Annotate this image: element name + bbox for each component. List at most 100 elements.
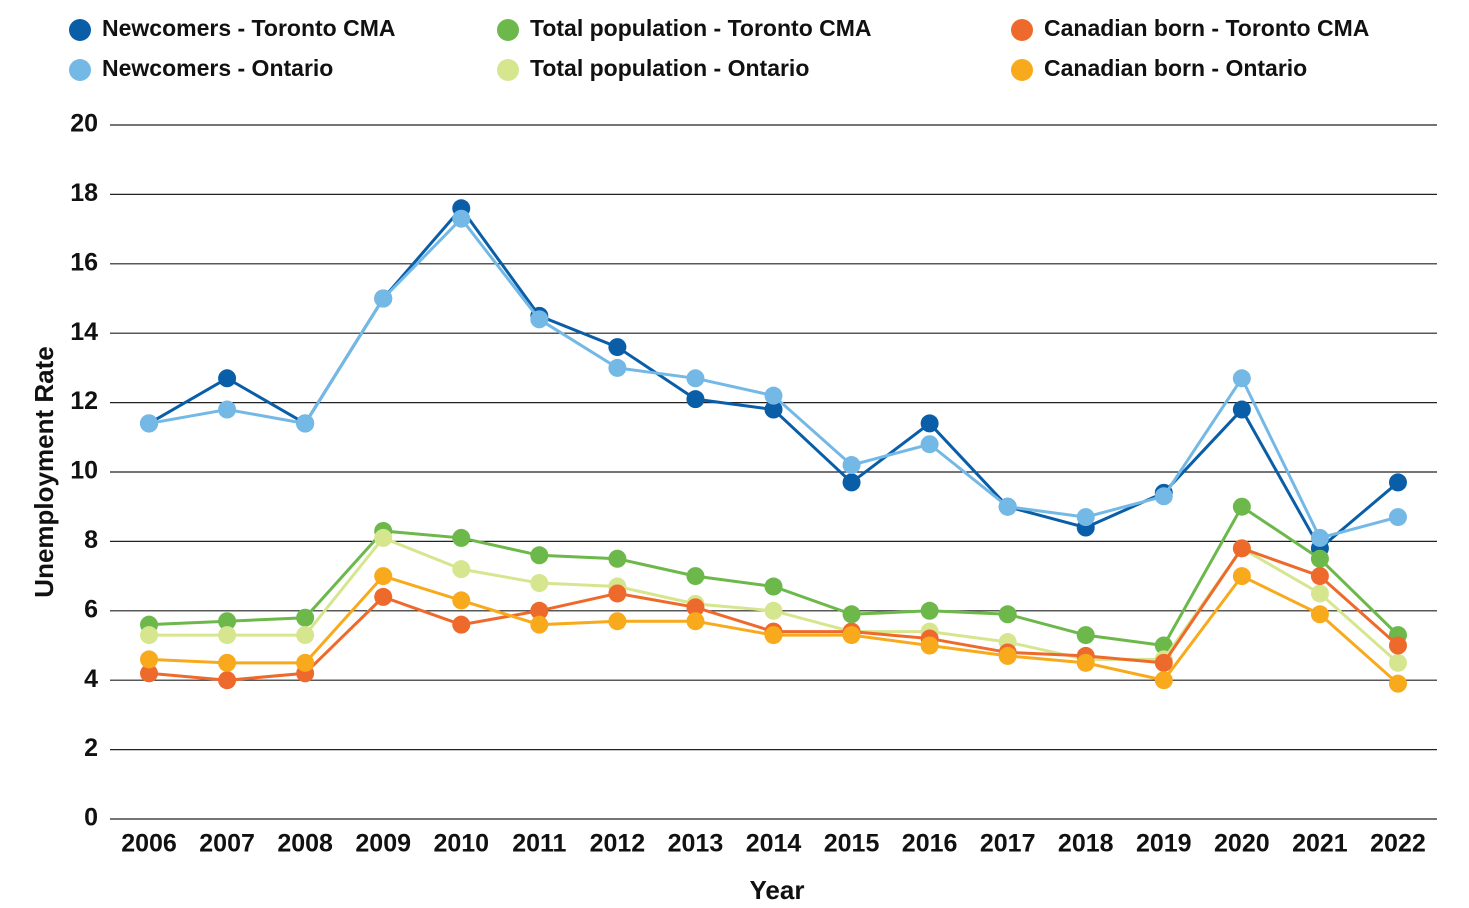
data-point	[842, 626, 861, 645]
x-tick-label: 2020	[1214, 830, 1270, 858]
y-tick-label: 8	[84, 526, 98, 554]
legend-marker	[1011, 19, 1033, 41]
x-tick-label: 2012	[590, 830, 646, 858]
data-point	[920, 636, 939, 655]
x-tick-label: 2013	[668, 830, 724, 858]
data-point	[140, 664, 159, 683]
x-tick-label: 2022	[1370, 830, 1426, 858]
data-point	[764, 626, 783, 645]
x-tick-label: 2021	[1292, 830, 1348, 858]
legend-label: Total population - Toronto CMA	[530, 15, 872, 41]
data-point	[686, 567, 705, 586]
legend-label: Total population - Ontario	[530, 55, 809, 81]
data-point	[296, 414, 315, 433]
data-point	[140, 650, 159, 669]
data-point	[920, 414, 939, 433]
data-point	[218, 369, 237, 388]
legend-marker	[1011, 59, 1033, 81]
x-tick-label: 2016	[902, 830, 958, 858]
data-point	[1388, 653, 1407, 672]
data-point	[218, 612, 237, 631]
data-point	[374, 289, 393, 308]
legend-marker	[497, 19, 519, 41]
data-point	[1310, 584, 1329, 603]
legend-label: Canadian born - Ontario	[1044, 55, 1307, 81]
data-point	[686, 369, 705, 388]
data-point	[1076, 508, 1095, 527]
data-point	[1388, 674, 1407, 693]
data-point	[764, 386, 783, 405]
series-line	[148, 216, 1399, 540]
data-point	[608, 358, 627, 377]
x-tick-label: 2018	[1058, 830, 1114, 858]
data-point	[686, 612, 705, 631]
data-point	[296, 608, 315, 627]
y-tick-label: 20	[70, 110, 98, 138]
data-point	[452, 209, 471, 228]
data-point	[1232, 400, 1251, 419]
data-point	[374, 567, 393, 586]
data-point	[452, 615, 471, 634]
data-point	[998, 605, 1017, 624]
x-tick-label: 2007	[199, 830, 255, 858]
x-tick-label: 2017	[980, 830, 1036, 858]
data-point	[374, 587, 393, 606]
y-tick-label: 12	[70, 387, 98, 415]
data-point	[608, 584, 627, 603]
data-point	[686, 390, 705, 409]
x-axis-label: Year	[750, 875, 805, 905]
data-point	[218, 671, 237, 690]
data-point	[374, 528, 393, 547]
data-point	[1310, 605, 1329, 624]
y-tick-label: 6	[84, 595, 98, 623]
data-point	[296, 653, 315, 672]
data-point	[686, 598, 705, 617]
x-tick-label: 2010	[433, 830, 489, 858]
data-point	[764, 601, 783, 620]
y-tick-label: 10	[70, 457, 98, 485]
y-tick-label: 16	[70, 248, 98, 276]
data-point	[1388, 508, 1407, 527]
data-point	[1310, 567, 1329, 586]
y-tick-label: 14	[70, 318, 98, 346]
data-point	[140, 626, 159, 645]
x-tick-label: 2008	[277, 830, 333, 858]
legend-label: Newcomers - Ontario	[102, 55, 333, 81]
data-point	[1154, 487, 1173, 506]
data-point	[608, 338, 627, 357]
data-point	[1076, 626, 1095, 645]
data-point	[530, 574, 549, 593]
data-point	[764, 400, 783, 419]
data-point	[530, 546, 549, 565]
series-line	[148, 205, 1399, 551]
data-point	[1232, 369, 1251, 388]
data-point	[452, 591, 471, 610]
data-point	[218, 653, 237, 672]
data-point	[530, 615, 549, 634]
data-point	[842, 473, 861, 492]
y-tick-label: 0	[84, 804, 98, 832]
data-point	[1154, 636, 1173, 655]
data-point	[842, 456, 861, 475]
data-point	[1232, 497, 1251, 516]
data-point	[1154, 653, 1173, 672]
legend-marker	[69, 59, 91, 81]
data-point	[530, 601, 549, 620]
data-point	[452, 560, 471, 579]
data-point	[1232, 539, 1251, 558]
data-point	[608, 549, 627, 568]
data-point	[1232, 567, 1251, 586]
y-tick-label: 18	[70, 179, 98, 207]
x-tick-label: 2006	[121, 830, 177, 858]
x-tick-label: 2014	[746, 830, 802, 858]
data-point	[1310, 528, 1329, 547]
data-point	[920, 601, 939, 620]
legend-label: Canadian born - Toronto CMA	[1044, 15, 1369, 41]
data-point	[764, 577, 783, 596]
data-point	[218, 400, 237, 419]
data-point	[140, 414, 159, 433]
data-point	[920, 435, 939, 454]
legend-marker	[497, 59, 519, 81]
y-tick-label: 2	[84, 734, 98, 762]
